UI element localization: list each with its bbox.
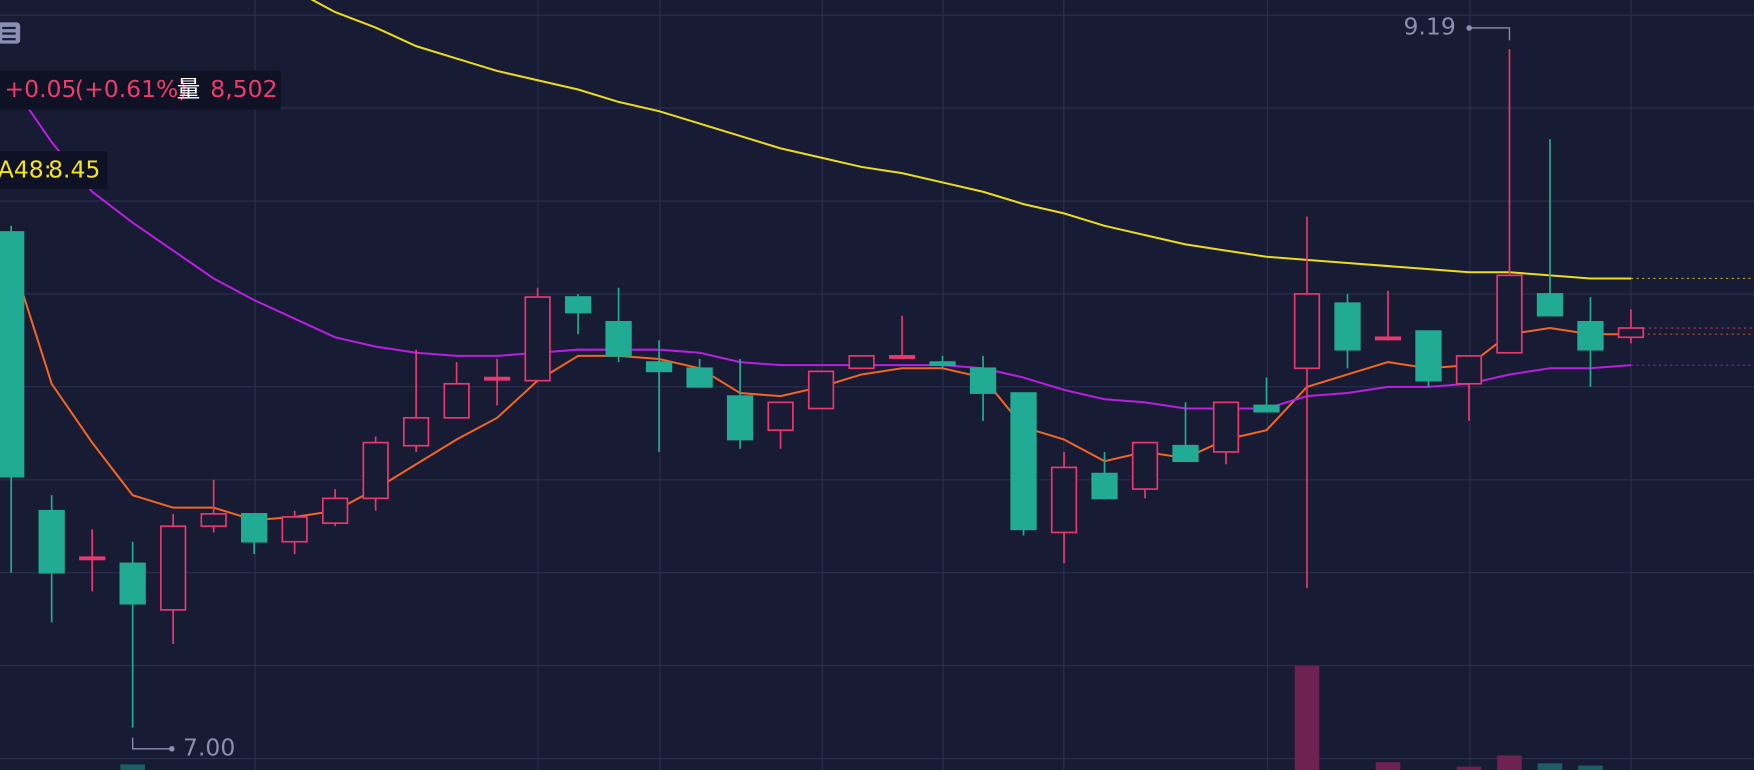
volume-text: 8,502 <box>210 75 277 103</box>
ma-legend-bg <box>0 151 108 190</box>
change: +0.05 <box>4 75 76 103</box>
info-box: +0.05 (+0.61%) 量 8,502 <box>0 70 281 110</box>
candle-body <box>726 395 754 441</box>
candle-body <box>807 370 835 410</box>
candle-body <box>321 497 349 524</box>
candle-body <box>888 355 916 359</box>
candle-body <box>1536 293 1564 317</box>
candle-body <box>929 361 956 367</box>
candle-body <box>1293 293 1321 370</box>
candle-body <box>1172 444 1199 463</box>
candle-body <box>402 416 430 447</box>
toolbar-icon[interactable] <box>0 22 21 44</box>
volume-bar <box>1578 765 1603 770</box>
candle-body <box>79 556 106 561</box>
ma-legend-value: 8.45 <box>48 156 100 184</box>
volume-bar <box>120 764 145 770</box>
candle-body <box>686 367 713 388</box>
volume-bar <box>1497 755 1522 770</box>
change-pct: (+0.61%) <box>75 75 188 103</box>
candle-body <box>200 513 227 528</box>
candle-body <box>241 513 268 543</box>
candle-body <box>362 441 389 500</box>
max-dot <box>1466 25 1472 31</box>
max-pointer <box>1469 27 1511 41</box>
ma-legend-label: A48: <box>0 156 52 184</box>
max-label: 9.19 <box>1403 12 1455 40</box>
candle-body <box>483 376 511 381</box>
candle-body <box>38 509 65 574</box>
volume-layer <box>120 665 1603 770</box>
candle-body <box>1050 466 1078 534</box>
candle-body <box>1212 401 1240 453</box>
candle-body <box>281 516 308 543</box>
candle-body <box>1091 472 1118 500</box>
candle-body <box>1496 274 1523 354</box>
candle-body <box>1131 441 1159 490</box>
ma-line <box>10 82 1632 410</box>
info-bg <box>0 70 281 110</box>
candle-body <box>1617 327 1645 339</box>
candle-body <box>0 231 25 478</box>
min-label: 7.00 <box>183 733 235 761</box>
volume-word: 量 <box>177 75 200 103</box>
candle-body <box>119 562 146 605</box>
candle-body <box>848 355 875 370</box>
candle-layer <box>0 49 1754 728</box>
candle-body <box>160 525 187 611</box>
volume-bar <box>1375 762 1401 770</box>
candle-body <box>969 367 997 394</box>
candle-body <box>1577 320 1604 351</box>
label-layer: 9.19 7.00 <box>131 12 1511 761</box>
volume-bar <box>1294 665 1320 770</box>
candle-body <box>1374 336 1402 341</box>
min-pointer <box>131 737 172 750</box>
candle-body <box>1334 302 1361 351</box>
ma-line <box>310 0 1631 280</box>
min-dot <box>169 746 175 752</box>
volume-bar <box>1456 766 1482 770</box>
candle-body <box>1253 404 1280 413</box>
candle-body <box>1415 330 1442 382</box>
candle-body <box>524 296 551 382</box>
candle-body <box>767 401 794 432</box>
candle-body <box>1455 355 1483 385</box>
volume-bar <box>1537 763 1563 770</box>
ma-legend: A48: 8.45 <box>0 151 108 190</box>
candle-body <box>645 361 673 373</box>
candle-body <box>605 320 632 357</box>
candle-body <box>443 382 470 419</box>
candle-body <box>1010 392 1037 531</box>
candle-body <box>564 296 592 314</box>
